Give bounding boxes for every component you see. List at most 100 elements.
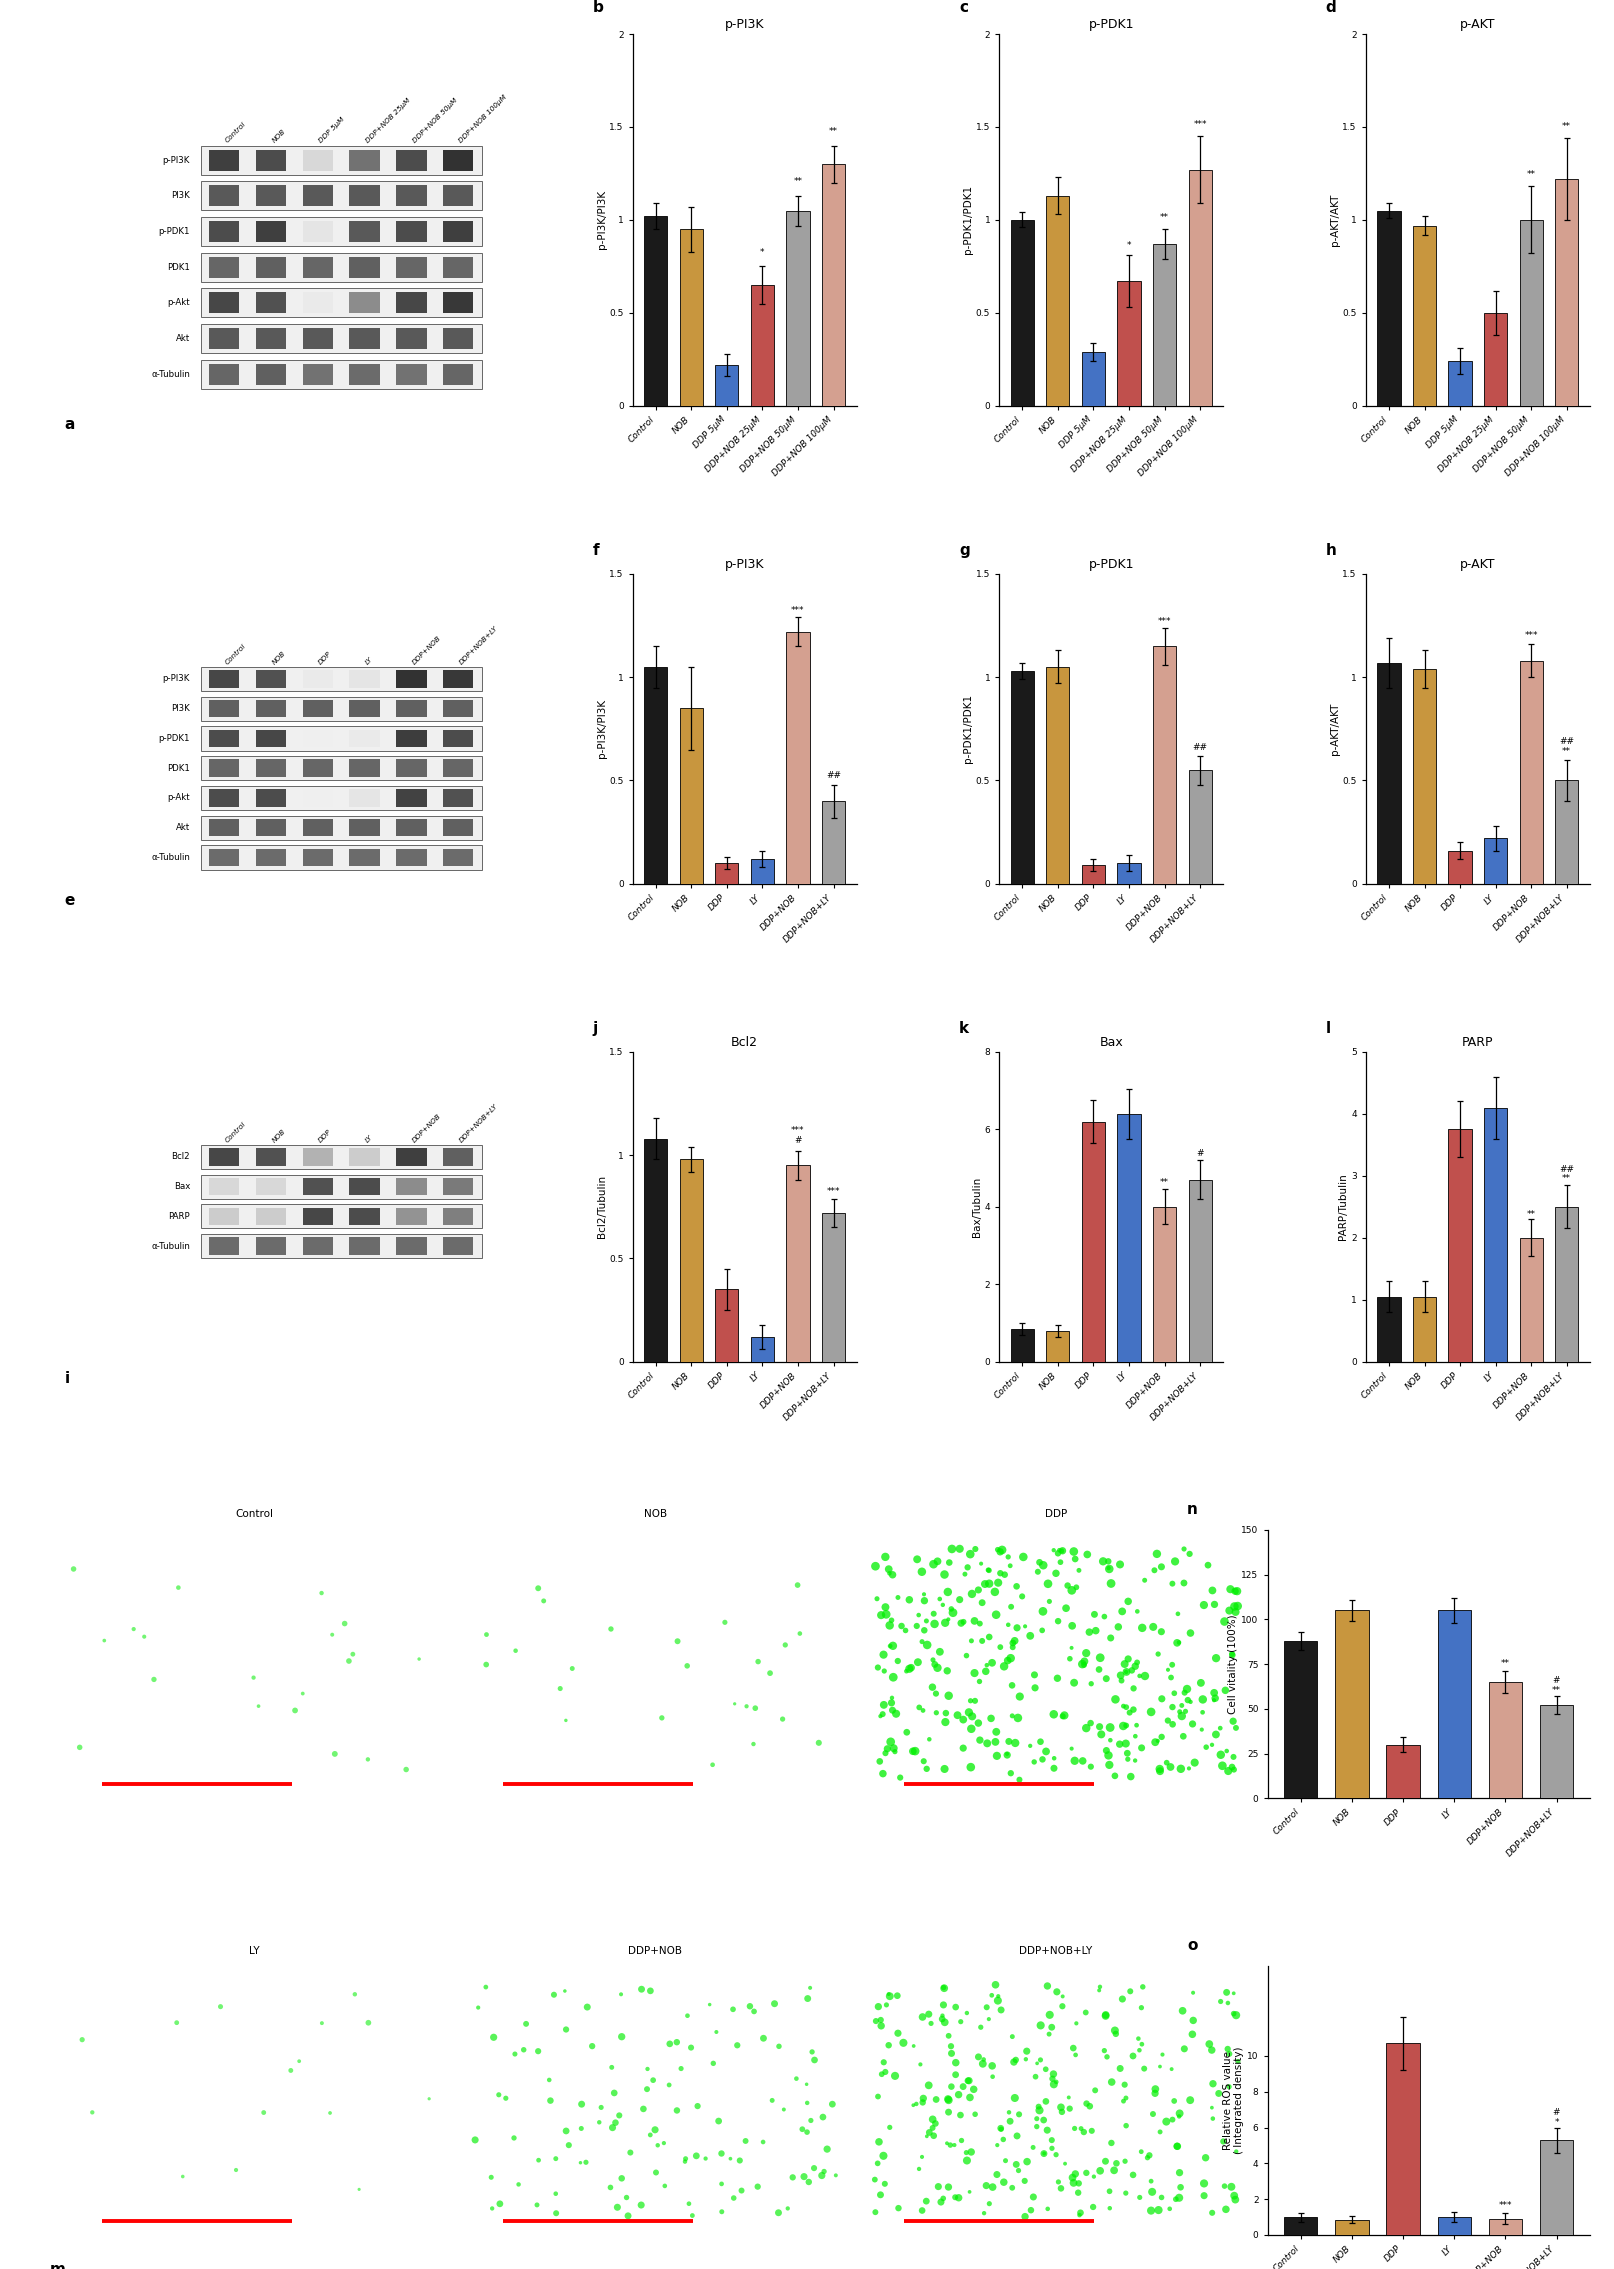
- Point: [973, 2167, 999, 2203]
- Point: [920, 1545, 946, 1581]
- Point: [652, 2167, 678, 2203]
- Point: [962, 1654, 988, 1690]
- Bar: [302, 220, 332, 243]
- Point: [1030, 1613, 1056, 1650]
- Point: [930, 1997, 955, 2033]
- Bar: [208, 701, 239, 717]
- Point: [1070, 1645, 1096, 1681]
- Y-axis label: p-AKT/AKT: p-AKT/AKT: [1330, 193, 1340, 245]
- Point: [988, 1992, 1014, 2028]
- Point: [997, 1588, 1023, 1625]
- Point: [510, 2031, 536, 2067]
- Bar: [1117, 281, 1141, 406]
- Bar: [349, 186, 379, 206]
- Point: [1117, 1974, 1143, 2010]
- Point: [668, 2051, 694, 2087]
- Point: [920, 1595, 946, 1631]
- Point: [1131, 1659, 1157, 1695]
- Bar: [1448, 851, 1472, 883]
- Text: m: m: [50, 2262, 65, 2269]
- Text: PDK1: PDK1: [168, 263, 190, 272]
- Point: [69, 2022, 95, 2058]
- Point: [876, 1976, 902, 2013]
- Bar: [208, 790, 239, 808]
- Point: [967, 1722, 993, 1758]
- Point: [959, 1711, 985, 1747]
- Point: [568, 2085, 594, 2122]
- Point: [1014, 2042, 1039, 2078]
- Point: [931, 1988, 957, 2024]
- Text: **: **: [1527, 1209, 1535, 1218]
- Point: [867, 2124, 893, 2160]
- Point: [1002, 2081, 1028, 2117]
- Bar: [751, 1336, 775, 1361]
- Point: [1119, 1652, 1144, 1688]
- Bar: [208, 760, 239, 776]
- Text: **: **: [1160, 213, 1169, 222]
- Point: [1068, 2110, 1094, 2146]
- Point: [938, 2126, 964, 2162]
- Point: [881, 1734, 907, 1770]
- Bar: [442, 701, 473, 717]
- Point: [649, 1699, 675, 1736]
- Point: [928, 2183, 954, 2219]
- Point: [1167, 2156, 1193, 2192]
- Point: [894, 1713, 920, 1749]
- Bar: [442, 669, 473, 688]
- Point: [988, 2110, 1014, 2146]
- Point: [1098, 1709, 1123, 1745]
- Point: [910, 1743, 936, 1779]
- Point: [282, 1693, 308, 1729]
- Point: [721, 1686, 747, 1722]
- Point: [983, 1724, 1009, 1761]
- Text: #: #: [1196, 1150, 1204, 1159]
- Point: [1096, 1550, 1122, 1586]
- Point: [933, 1604, 959, 1640]
- Point: [1043, 2065, 1068, 2101]
- Point: [868, 2001, 894, 2038]
- Point: [751, 2124, 776, 2160]
- Point: [602, 2106, 628, 2142]
- Point: [883, 2058, 909, 2094]
- Point: [910, 1693, 936, 1729]
- Point: [955, 1550, 981, 1586]
- Point: [1172, 1566, 1198, 1602]
- Point: [1120, 2158, 1146, 2194]
- Point: [1167, 2094, 1193, 2131]
- Point: [1041, 1740, 1067, 1777]
- Bar: [1081, 864, 1106, 883]
- Point: [1022, 1656, 1047, 1693]
- Point: [1201, 1681, 1227, 1718]
- Point: [876, 1552, 902, 1588]
- Point: [997, 1754, 1023, 1790]
- Point: [1199, 1727, 1225, 1763]
- Point: [1044, 1661, 1070, 1697]
- Point: [1131, 1561, 1157, 1597]
- Point: [910, 2081, 936, 2117]
- Point: [872, 2165, 897, 2201]
- Bar: [1438, 1611, 1470, 1799]
- Point: [1149, 1550, 1175, 1586]
- Point: [1072, 1643, 1098, 1679]
- Point: [873, 1588, 899, 1625]
- Point: [1162, 1675, 1188, 1711]
- Point: [973, 1990, 999, 2026]
- Point: [799, 2033, 825, 2069]
- Point: [765, 2194, 791, 2230]
- Point: [884, 1979, 910, 2015]
- Point: [1098, 1566, 1123, 1602]
- Text: DDP+NOB: DDP+NOB: [628, 1947, 683, 1956]
- Point: [487, 2185, 513, 2221]
- Point: [794, 2067, 820, 2103]
- Point: [1223, 1997, 1249, 2033]
- Point: [802, 2042, 828, 2078]
- Point: [1046, 1602, 1072, 1638]
- Bar: [349, 1207, 379, 1225]
- Point: [718, 2140, 744, 2176]
- Point: [1078, 2112, 1104, 2149]
- Text: α-Tubulin: α-Tubulin: [152, 1241, 190, 1250]
- Point: [1039, 2008, 1065, 2044]
- Point: [1220, 1636, 1246, 1672]
- Point: [1143, 1724, 1169, 1761]
- Point: [1098, 1620, 1123, 1656]
